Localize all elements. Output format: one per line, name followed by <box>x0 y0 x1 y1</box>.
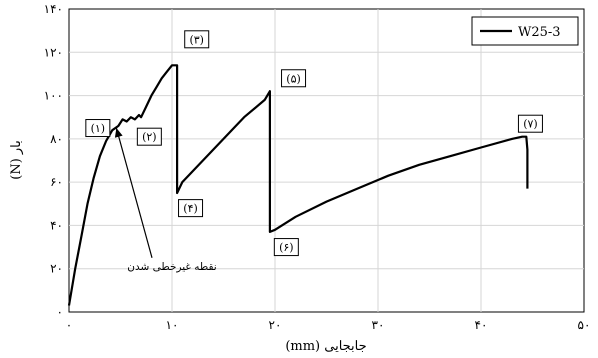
point-label: (۷) <box>517 114 543 133</box>
x-tick-label: ۱۰ <box>166 318 179 332</box>
point-label-text: (۲) <box>142 131 157 144</box>
x-tick-label: ۲۰ <box>269 318 282 332</box>
point-label: (۳) <box>184 30 210 49</box>
point-label: (۶) <box>273 238 299 257</box>
point-label-text: (۶) <box>279 241 294 254</box>
legend: W25-3 <box>471 16 579 46</box>
y-tick-label: ۴۰ <box>50 218 63 232</box>
point-label-text: (۵) <box>286 72 301 85</box>
legend-label: W25-3 <box>518 25 561 40</box>
y-tick-label: ۱۴۰ <box>44 2 63 16</box>
tick-labels: ۰ ۱۰ ۲۰ ۳۰ ۴۰ ۵۰ ۰ ۲۰ ۴۰ ۶۰ ۸۰ ۱۰۰ ۱۲۰ ۱۴۰ <box>44 2 591 332</box>
point-label-box <box>136 127 162 146</box>
data-series <box>67 64 529 306</box>
point-label: (۱) <box>85 119 111 138</box>
x-tick-label: ۰ <box>66 318 72 332</box>
point-label-box <box>85 119 111 138</box>
x-axis-title: جابجایی (mm) <box>285 339 366 354</box>
point-label-text: (۱) <box>91 122 106 135</box>
point-label-box <box>517 114 543 133</box>
y-axis-title: بار (N) <box>9 140 24 180</box>
point-label: (۴) <box>178 199 204 218</box>
annotation-label: نقطه غیرخطی شدن <box>127 261 216 273</box>
y-tick-label: ۲۰ <box>50 262 63 276</box>
annotation-arrowhead <box>114 128 123 138</box>
grid <box>69 9 584 312</box>
point-label-text: (۳) <box>189 33 204 46</box>
series-line-w25-3 <box>67 64 529 306</box>
point-label-box <box>184 30 210 49</box>
point-label-box <box>273 238 299 257</box>
point-label-text: (۷) <box>523 118 538 131</box>
point-label: (۲) <box>136 127 162 146</box>
x-tick-label: ۳۰ <box>372 318 385 332</box>
y-tick-label: ۰ <box>57 305 63 319</box>
point-label-box <box>281 69 307 88</box>
y-tick-label: ۶۰ <box>50 175 63 189</box>
y-tick-label: ۸۰ <box>50 132 63 146</box>
x-tick-label: ۴۰ <box>475 318 488 332</box>
point-label-text: (۴) <box>183 202 198 215</box>
y-tick-label: ۱۲۰ <box>44 45 63 59</box>
point-label-box <box>178 199 204 218</box>
x-tick-label: ۵۰ <box>578 318 591 332</box>
annotation-arrow <box>115 127 153 258</box>
annotation: نقطه غیرخطی شدن <box>114 127 217 273</box>
point-label: (۵) <box>281 69 307 88</box>
plot-area <box>68 8 585 313</box>
point-labels: (۱) (۲) (۳) (۴) (۵) (۶) (۷) <box>85 30 543 257</box>
y-tick-label: ۱۰۰ <box>44 89 63 103</box>
